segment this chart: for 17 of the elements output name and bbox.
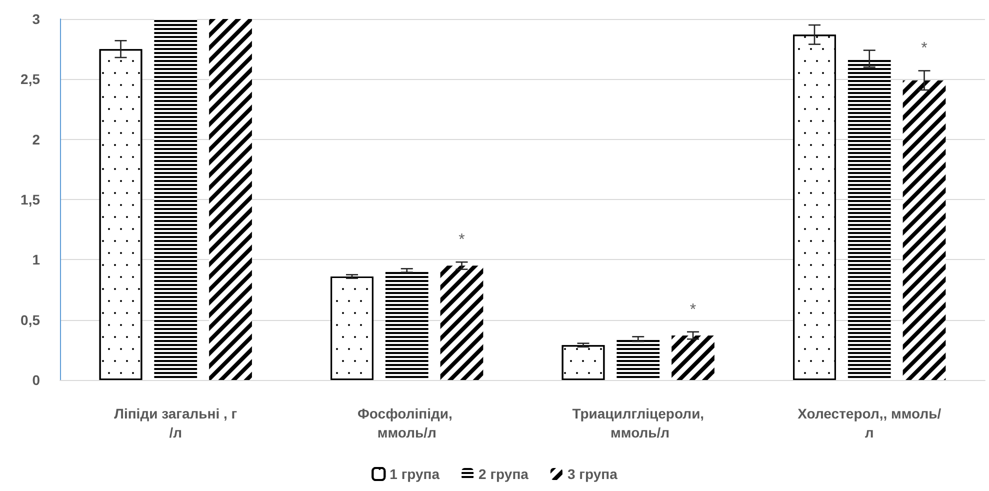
legend-label: 2 група xyxy=(478,466,529,482)
x-tick-label: Фосфоліпіди, ммоль/л xyxy=(357,406,456,440)
y-tick-label: 1 xyxy=(32,252,40,268)
y-tick-label: 0 xyxy=(32,372,40,388)
x-tick-label: Ліпіди загальні , г/л xyxy=(114,406,238,440)
x-tick-label: Триацилгліцероли, ммоль/л xyxy=(572,406,704,440)
y-tick-label: 3 xyxy=(32,11,40,27)
x-tick-label: Холестерол,, ммоль/л xyxy=(798,406,942,440)
y-tick-label: 2 xyxy=(32,131,40,148)
y-tick-label: 0,5 xyxy=(20,312,40,328)
annotation: * xyxy=(690,301,696,318)
annotation: * xyxy=(921,40,928,58)
legend-label: 1 група xyxy=(390,466,440,482)
y-tick-label: 2,5 xyxy=(20,71,40,88)
y-tick-label: 1,5 xyxy=(20,192,40,208)
legend-label: 3 група xyxy=(567,466,618,482)
annotation: * xyxy=(458,232,465,249)
